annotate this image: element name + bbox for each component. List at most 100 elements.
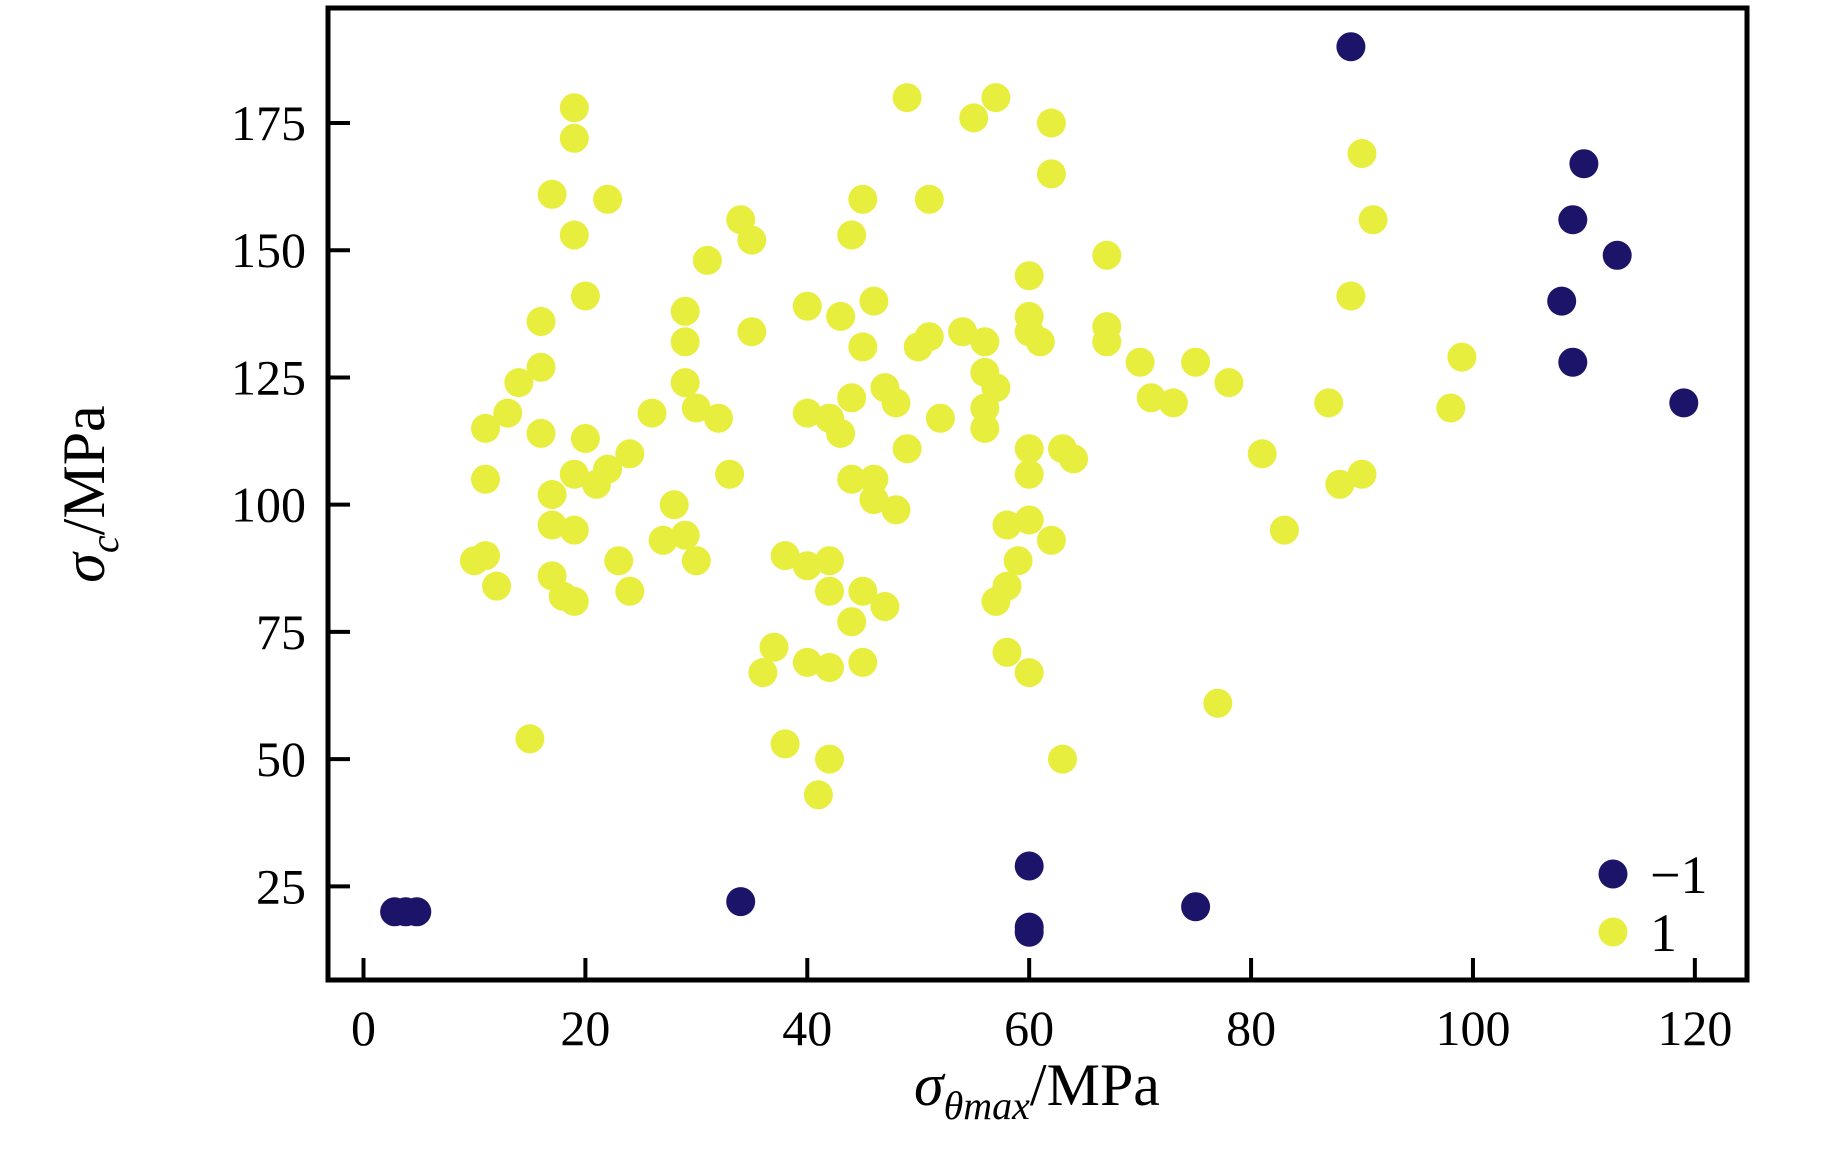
x-tick-label: 0 (351, 1000, 376, 1056)
data-point (970, 327, 1000, 357)
data-point (881, 495, 911, 525)
data-point (792, 398, 822, 428)
data-point (1436, 393, 1466, 423)
y-tick-label: 150 (231, 222, 306, 278)
data-point (537, 510, 567, 540)
legend-marker-pos1 (1598, 917, 1628, 947)
data-point (1014, 658, 1044, 688)
data-point (892, 434, 922, 464)
data-point (914, 184, 944, 214)
data-point (970, 393, 1000, 423)
data-point (681, 546, 711, 576)
data-point (559, 220, 589, 250)
data-point (1059, 444, 1089, 474)
data-point (1558, 347, 1588, 377)
x-tick-label: 40 (782, 1000, 832, 1056)
data-point (859, 485, 889, 515)
x-tick-label: 60 (1004, 1000, 1054, 1056)
data-point (1014, 459, 1044, 489)
data-point (737, 317, 767, 347)
data-point (537, 480, 567, 509)
data-point (1025, 327, 1055, 357)
data-point (1014, 434, 1044, 464)
data-point (1558, 205, 1588, 235)
data-point (1003, 546, 1033, 576)
data-point (615, 439, 645, 469)
data-point (1447, 342, 1477, 372)
x-axis-label: σθmax/MPa (914, 1052, 1160, 1128)
data-point (815, 744, 844, 774)
data-point (759, 632, 789, 662)
data-point (848, 576, 878, 606)
data-point (1158, 388, 1188, 418)
data-point (1092, 327, 1122, 357)
data-point (992, 637, 1022, 667)
data-point (692, 245, 722, 275)
data-point (837, 464, 867, 494)
y-tick-label: 125 (231, 349, 306, 405)
data-point (1247, 439, 1277, 469)
data-point (715, 459, 745, 489)
data-point (1669, 388, 1699, 418)
x-axis: 0 20 40 60 80 100 120 (351, 958, 1732, 1056)
data-point (1036, 159, 1066, 189)
data-point (859, 286, 889, 316)
data-point (559, 586, 589, 616)
data-point (1014, 505, 1044, 535)
data-point (670, 327, 700, 357)
data-point (1602, 240, 1632, 270)
data-point (593, 184, 623, 214)
y-axis: 25 50 75 100 125 150 175 (231, 95, 350, 914)
data-point (848, 647, 878, 677)
data-point (493, 398, 523, 428)
data-point (815, 546, 844, 576)
data-point (1358, 205, 1388, 235)
data-point (859, 464, 889, 494)
data-point (526, 352, 556, 382)
data-point (681, 393, 711, 423)
data-point (770, 729, 800, 759)
data-point (1014, 917, 1044, 947)
data-point (770, 541, 800, 571)
data-point (903, 332, 933, 362)
data-point (1136, 383, 1166, 413)
data-point (559, 459, 589, 489)
data-point (559, 93, 589, 123)
data-point (402, 897, 432, 927)
y-tick-label: 25 (256, 858, 306, 914)
data-point (526, 307, 556, 336)
data-point (959, 103, 989, 133)
data-point (670, 368, 700, 398)
data-point (659, 490, 689, 520)
data-point (803, 780, 833, 810)
legend: −11 (1598, 845, 1707, 963)
data-point (1092, 240, 1122, 270)
data-point (892, 83, 922, 113)
data-point (870, 592, 900, 621)
data-point (1214, 368, 1244, 398)
data-point (748, 658, 778, 688)
data-point (471, 541, 500, 571)
data-point (837, 383, 867, 413)
data-point (471, 413, 500, 443)
data-point (1336, 32, 1366, 62)
series-neg1 (380, 32, 1699, 947)
data-point (1269, 515, 1299, 545)
data-point (1125, 347, 1155, 377)
data-point (1569, 149, 1599, 179)
data-point (792, 551, 822, 581)
data-point (826, 301, 856, 331)
data-point (1036, 108, 1066, 138)
data-point (559, 123, 589, 153)
y-tick-label: 50 (256, 731, 306, 787)
data-point (792, 647, 822, 677)
data-point (570, 281, 600, 311)
data-point (1036, 525, 1066, 555)
data-point (970, 413, 1000, 443)
legend-label-neg1: −1 (1650, 845, 1707, 905)
data-point (637, 398, 667, 428)
data-point (837, 220, 867, 250)
plot-border (325, 5, 1750, 983)
